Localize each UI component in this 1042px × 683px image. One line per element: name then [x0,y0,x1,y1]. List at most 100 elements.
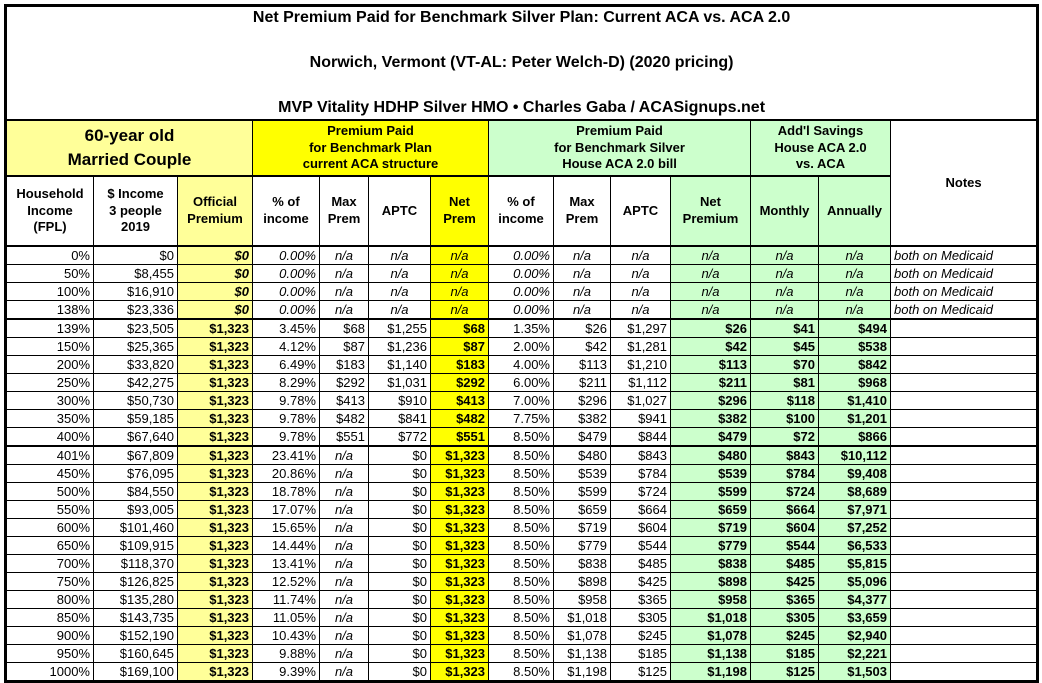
cell-aca-net-prem: $1,323 [430,607,489,627]
cell-aca-max-prem: n/a [319,589,369,609]
cell-aca-net-prem: $482 [430,408,489,428]
cell-official-premium: $0 [177,245,253,265]
cell-official-premium: $1,323 [177,354,253,374]
cell-aca2-pct-income: 8.50% [488,553,554,573]
cell-aca2-net-premium: n/a [670,281,751,301]
cell-aca2-pct-income: 8.50% [488,625,554,645]
cell-aca2-max-prem: $1,198 [553,661,611,682]
cell-aca-aptc: $1,140 [368,354,431,374]
cell-income-2019: $152,190 [93,625,178,645]
cell-fpl: 139% [5,318,94,338]
cell-notes [889,354,1039,374]
cell-aca-net-prem: n/a [430,281,489,301]
savings-group: Add'l Savings House ACA 2.0 vs. ACA [750,119,891,177]
cell-aca-pct-income: 9.88% [252,643,320,663]
cell-notes [889,535,1039,555]
cell-fpl: 0% [5,245,94,265]
cell-aca2-max-prem: $599 [553,481,611,501]
cell-official-premium: $1,323 [177,535,253,555]
title-line-2: Norwich, Vermont (VT-AL: Peter Welch-D) … [309,53,734,71]
cell-aca-aptc: $0 [368,589,431,609]
cell-aca-net-prem: n/a [430,263,489,283]
cell-savings-annually: $968 [818,372,891,392]
cell-fpl: 401% [5,445,94,465]
cell-aca2-pct-income: 8.50% [488,517,554,537]
cell-aca2-pct-income: 8.50% [488,463,554,483]
cell-notes [889,661,1039,682]
cell-aca-net-prem: $1,323 [430,535,489,555]
table-row-950%: 950% $160,645 $1,323 9.88% n/a $0 $1,323 8.50% $… [5,643,1039,663]
cell-aca-aptc: $910 [368,390,431,410]
cell-aca-pct-income: 18.78% [252,481,320,501]
cell-aca-max-prem: n/a [319,481,369,501]
cell-savings-monthly: $45 [750,336,819,356]
cell-aca2-pct-income: 8.50% [488,535,554,555]
cell-aca2-net-premium: $838 [670,553,751,573]
cell-aca-net-prem: $1,323 [430,517,489,537]
cell-aca-aptc: $0 [368,481,431,501]
cell-notes: both on Medicaid [889,281,1039,301]
table-body: 0% $0 $0 0.00% n/a n/a n/a 0.00% n/a n/a n/a n/a n/a… [5,245,1039,682]
cell-official-premium: $1,323 [177,643,253,663]
cell-aca-pct-income: 14.44% [252,535,320,555]
cell-official-premium: $0 [177,281,253,301]
cell-aca2-max-prem: n/a [553,299,611,320]
cell-official-premium: $1,323 [177,318,253,338]
cell-notes [889,517,1039,537]
cell-income-2019: $8,455 [93,263,178,283]
cell-notes [889,318,1039,338]
cell-official-premium: $1,323 [177,336,253,356]
cell-official-premium: $1,323 [177,661,253,682]
cell-notes [889,445,1039,465]
cell-notes [889,589,1039,609]
cell-aca-aptc: $0 [368,445,431,465]
cell-aca-net-prem: $1,323 [430,463,489,483]
cell-aca-net-prem: $1,323 [430,571,489,591]
cell-aca-max-prem: n/a [319,245,369,265]
cell-aca-net-prem: n/a [430,299,489,320]
cell-savings-monthly: n/a [750,245,819,265]
cell-aca2-net-premium: $479 [670,426,751,447]
cell-aca-net-prem: $413 [430,390,489,410]
cell-notes: both on Medicaid [889,299,1039,320]
cell-fpl: 250% [5,372,94,392]
cell-official-premium: $0 [177,263,253,283]
cell-aca2-net-premium: $113 [670,354,751,374]
cell-aca2-aptc: $941 [610,408,671,428]
cell-aca-aptc: n/a [368,281,431,301]
cell-official-premium: $1,323 [177,445,253,465]
cell-savings-annually: n/a [818,299,891,320]
cell-aca-aptc: $0 [368,535,431,555]
cell-notes [889,643,1039,663]
cell-fpl: 500% [5,481,94,501]
cell-aca2-aptc: $1,112 [610,372,671,392]
cell-income-2019: $23,505 [93,318,178,338]
table-row-850%: 850% $143,735 $1,323 11.05% n/a $0 $1,323 8.50%… [5,607,1039,627]
cell-aca2-pct-income: 8.50% [488,481,554,501]
cell-aca2-max-prem: $898 [553,571,611,591]
cell-aca2-net-premium: $599 [670,481,751,501]
cell-fpl: 950% [5,643,94,663]
cell-aca-aptc: $0 [368,625,431,645]
cell-aca-max-prem: $292 [319,372,369,392]
cell-aca2-net-premium: $1,138 [670,643,751,663]
cell-aca2-max-prem: $382 [553,408,611,428]
cell-savings-monthly: $100 [750,408,819,428]
group-header-row: 60-year old Married Couple Premium Paid f… [5,119,1039,247]
cell-aca-pct-income: 23.41% [252,445,320,465]
cell-aca2-max-prem: $480 [553,445,611,465]
cell-aca2-aptc: n/a [610,281,671,301]
column-header-aca2-max-prem: Max Prem [553,175,611,247]
cell-notes [889,408,1039,428]
cell-savings-annually: $7,252 [818,517,891,537]
cell-savings-monthly: $485 [750,553,819,573]
cell-aca2-max-prem: $1,138 [553,643,611,663]
title-line-1: Net Premium Paid for Benchmark Silver Pl… [252,9,791,26]
cell-aca-max-prem: $413 [319,390,369,410]
cell-savings-monthly: $724 [750,481,819,501]
cell-aca-aptc: $772 [368,426,431,447]
cell-aca2-max-prem: $1,018 [553,607,611,627]
cell-aca2-pct-income: 1.35% [488,318,554,338]
cell-aca-pct-income: 0.00% [252,263,320,283]
table-row-450%: 450% $76,095 $1,323 20.86% n/a $0 $1,323 8.50% $… [5,463,1039,483]
